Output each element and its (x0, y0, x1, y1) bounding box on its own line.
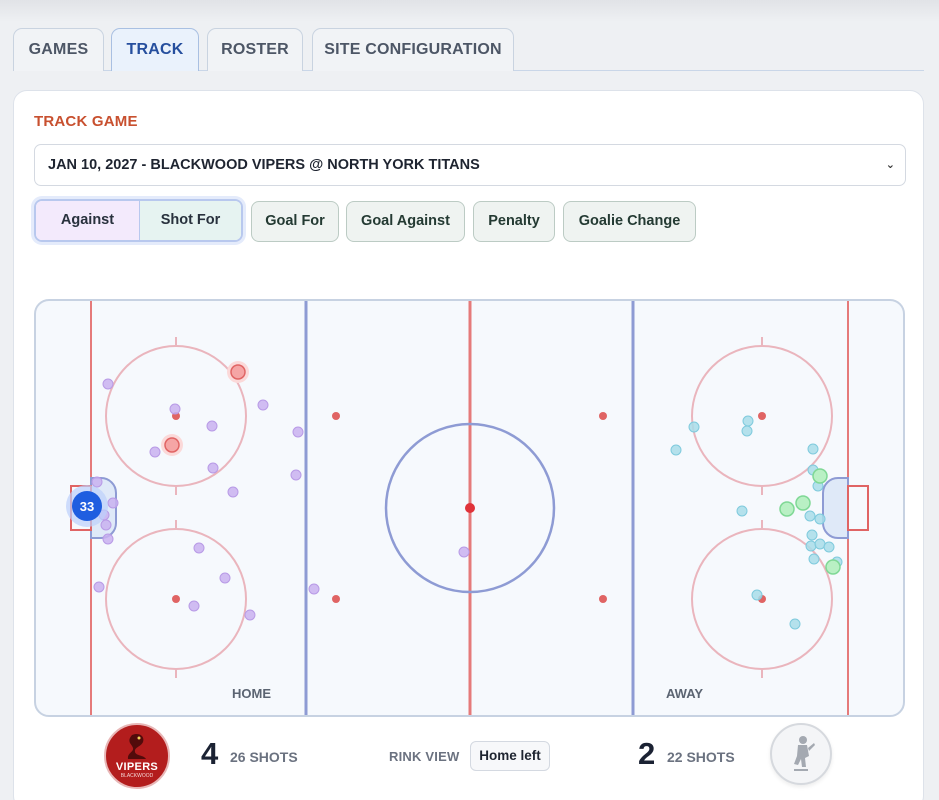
away-end-label: AWAY (666, 686, 703, 701)
rink-view-label: RINK VIEW (389, 749, 460, 764)
away-shots: 22 SHOTS (667, 749, 735, 765)
shot-marker[interactable] (244, 609, 256, 621)
goalie-change-button[interactable]: Goalie Change (563, 201, 696, 242)
score-summary: VIPERS BLACKWOOD 4 26 SHOTS RINK VIEW Ho… (14, 721, 925, 791)
goalie-marker[interactable]: 33 (66, 485, 108, 527)
shot-marker[interactable] (149, 446, 161, 458)
shot-marker[interactable] (292, 426, 304, 438)
tab-site-configuration[interactable]: SITE CONFIGURATION (312, 28, 514, 71)
main-tabs: GAMES TRACK ROSTER SITE CONFIGURATION (13, 28, 924, 71)
shot-marker[interactable] (814, 513, 826, 525)
shot-marker[interactable] (805, 540, 817, 552)
shot-marker[interactable] (688, 421, 700, 433)
faceoff-circles (105, 345, 833, 670)
away-crease (822, 477, 849, 539)
goal-marker[interactable] (164, 437, 180, 453)
home-team-logo: VIPERS BLACKWOOD (104, 723, 170, 789)
rink-svg[interactable]: 33 HOME AWAY (34, 299, 906, 718)
goal-for-button[interactable]: Goal For (251, 201, 339, 242)
hockey-player-icon (794, 736, 815, 771)
home-shots: 26 SHOTS (230, 749, 298, 765)
panel-title: TRACK GAME (34, 113, 138, 130)
faceoff-hash-marks (175, 337, 763, 678)
goal-marker[interactable] (812, 468, 828, 484)
shot-marker[interactable] (93, 581, 105, 593)
shot-for-button[interactable]: Shot For (139, 201, 241, 240)
goal-marker[interactable] (230, 364, 246, 380)
rink-view-button[interactable]: Home left (470, 741, 550, 771)
tab-games[interactable]: GAMES (13, 28, 104, 71)
tab-roster[interactable]: ROSTER (207, 28, 303, 71)
shot-marker[interactable] (823, 541, 835, 553)
away-team-logo (770, 723, 832, 785)
shot-marker[interactable] (751, 589, 763, 601)
shot-marker[interactable] (257, 399, 269, 411)
goal-marker[interactable] (779, 501, 795, 517)
shot-marker[interactable] (219, 572, 231, 584)
goal-against-button[interactable]: Goal Against (346, 201, 465, 242)
home-score: 4 (201, 736, 219, 771)
shot-marker[interactable] (807, 443, 819, 455)
game-select[interactable]: JAN 10, 2027 - BLACKWOOD VIPERS @ NORTH … (34, 144, 906, 186)
shot-marker[interactable] (670, 444, 682, 456)
penalty-button[interactable]: Penalty (473, 201, 555, 242)
shot-marker[interactable] (102, 533, 114, 545)
goalie-number: 33 (80, 499, 94, 514)
rink[interactable]: 33 HOME AWAY (34, 299, 906, 718)
home-team-name: VIPERS (115, 761, 159, 773)
shot-marker[interactable] (102, 378, 114, 390)
away-shot-markers (670, 415, 843, 630)
shot-marker[interactable] (804, 510, 816, 522)
shot-marker[interactable] (290, 469, 302, 481)
track-panel: TRACK GAME JAN 10, 2027 - BLACKWOOD VIPE… (13, 90, 924, 800)
center-ice-circle (384, 422, 556, 594)
home-team-subtitle: BLACKWOOD (120, 773, 154, 779)
away-score: 2 (638, 736, 656, 771)
top-bar (0, 0, 939, 22)
viper-icon (127, 733, 146, 759)
shot-marker[interactable] (227, 486, 239, 498)
shot-marker[interactable] (808, 553, 820, 565)
shot-against-button[interactable]: Against (36, 201, 139, 240)
chevron-down-icon: ⌄ (885, 159, 895, 171)
shot-marker[interactable] (188, 600, 200, 612)
shot-marker[interactable] (169, 403, 181, 415)
goal-marker[interactable] (795, 495, 811, 511)
shot-marker[interactable] (100, 519, 112, 531)
shot-marker[interactable] (741, 425, 753, 437)
center-faceoff-dot (465, 503, 475, 513)
shot-marker[interactable] (814, 538, 826, 550)
shot-marker[interactable] (107, 497, 119, 509)
shot-marker[interactable] (91, 476, 103, 488)
home-end-label: HOME (232, 686, 271, 701)
tab-track[interactable]: TRACK (111, 28, 199, 71)
shot-marker[interactable] (806, 529, 818, 541)
shot-marker[interactable] (308, 583, 320, 595)
away-net (847, 485, 869, 531)
goal-marker[interactable] (825, 559, 841, 575)
shot-marker[interactable] (789, 618, 801, 630)
selected-game: JAN 10, 2027 - BLACKWOOD VIPERS @ NORTH … (48, 157, 480, 173)
shot-marker[interactable] (206, 420, 218, 432)
shot-marker[interactable] (736, 505, 748, 517)
shot-marker[interactable] (193, 542, 205, 554)
shot-marker[interactable] (742, 415, 754, 427)
shot-marker[interactable] (207, 462, 219, 474)
shot-marker[interactable] (458, 546, 470, 558)
shot-type-toggle: Against Shot For (34, 199, 243, 242)
